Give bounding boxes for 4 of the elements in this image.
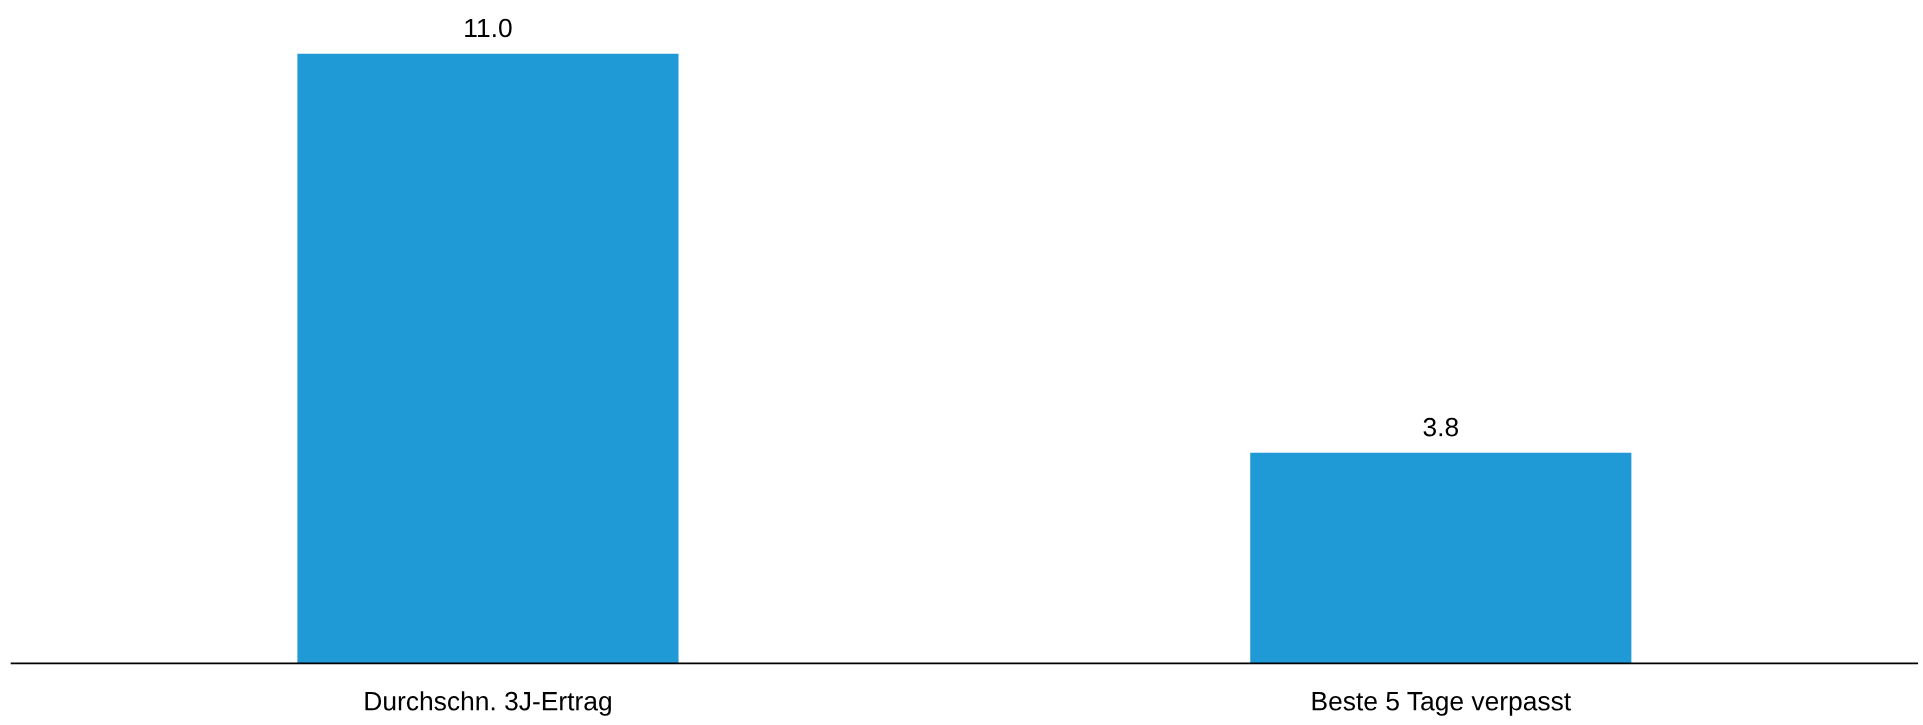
x-tick-label: Durchschn. 3J-Ertrag <box>365 691 611 716</box>
data-label: 11.0 <box>465 18 512 38</box>
data-label: 3.8 <box>1423 417 1458 437</box>
x-tick-label: Beste 5 Tage verpasst <box>1312 692 1571 716</box>
